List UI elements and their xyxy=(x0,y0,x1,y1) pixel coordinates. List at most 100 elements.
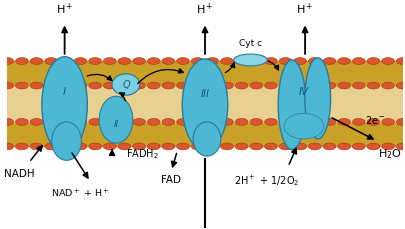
Circle shape xyxy=(366,58,379,64)
Circle shape xyxy=(74,58,87,64)
Circle shape xyxy=(1,82,13,89)
Circle shape xyxy=(279,58,291,64)
Circle shape xyxy=(191,143,203,150)
Circle shape xyxy=(308,82,320,89)
Circle shape xyxy=(308,58,320,64)
Circle shape xyxy=(15,82,28,89)
Circle shape xyxy=(205,58,218,64)
Circle shape xyxy=(337,118,350,125)
Ellipse shape xyxy=(277,60,305,150)
Circle shape xyxy=(89,58,101,64)
Text: Cyt c: Cyt c xyxy=(238,38,261,48)
Text: I: I xyxy=(63,87,66,97)
Circle shape xyxy=(381,58,394,64)
Text: IV: IV xyxy=(298,87,308,97)
Text: 2H$^+$ + 1/2O$_2$: 2H$^+$ + 1/2O$_2$ xyxy=(233,173,298,188)
Circle shape xyxy=(89,82,101,89)
Circle shape xyxy=(162,143,174,150)
Circle shape xyxy=(337,143,350,150)
Text: FAD: FAD xyxy=(161,175,181,185)
Text: NADH: NADH xyxy=(4,169,34,179)
Circle shape xyxy=(249,143,262,150)
Circle shape xyxy=(264,58,277,64)
Circle shape xyxy=(366,143,379,150)
Circle shape xyxy=(352,82,364,89)
Circle shape xyxy=(118,118,130,125)
Circle shape xyxy=(293,58,306,64)
Circle shape xyxy=(264,118,277,125)
Circle shape xyxy=(279,82,291,89)
Circle shape xyxy=(132,58,145,64)
Circle shape xyxy=(103,118,116,125)
Circle shape xyxy=(322,58,335,64)
Text: FADH$_2$: FADH$_2$ xyxy=(126,147,158,161)
Circle shape xyxy=(381,82,394,89)
Circle shape xyxy=(235,82,247,89)
Circle shape xyxy=(249,118,262,125)
Circle shape xyxy=(74,118,87,125)
Circle shape xyxy=(205,143,218,150)
Circle shape xyxy=(30,82,43,89)
Circle shape xyxy=(176,58,189,64)
Circle shape xyxy=(235,118,247,125)
Text: II: II xyxy=(113,120,118,128)
Circle shape xyxy=(162,82,174,89)
Ellipse shape xyxy=(233,54,266,66)
Text: NAD$^+$ + H$^+$: NAD$^+$ + H$^+$ xyxy=(51,188,109,200)
Circle shape xyxy=(89,143,101,150)
Circle shape xyxy=(205,118,218,125)
Circle shape xyxy=(308,118,320,125)
Circle shape xyxy=(162,58,174,64)
Circle shape xyxy=(89,118,101,125)
Ellipse shape xyxy=(304,58,330,139)
Circle shape xyxy=(176,82,189,89)
Circle shape xyxy=(293,118,306,125)
Circle shape xyxy=(60,58,72,64)
Text: H$_2$O: H$_2$O xyxy=(377,147,401,161)
Circle shape xyxy=(1,118,13,125)
Bar xyxy=(7,86,402,122)
Circle shape xyxy=(352,58,364,64)
Text: 2e$^-$: 2e$^-$ xyxy=(364,114,385,126)
Circle shape xyxy=(249,82,262,89)
Circle shape xyxy=(191,118,203,125)
Circle shape xyxy=(60,118,72,125)
Circle shape xyxy=(60,82,72,89)
Circle shape xyxy=(1,58,13,64)
Circle shape xyxy=(264,143,277,150)
Circle shape xyxy=(220,58,233,64)
Circle shape xyxy=(191,58,203,64)
Circle shape xyxy=(322,118,335,125)
Circle shape xyxy=(395,58,405,64)
Circle shape xyxy=(352,118,364,125)
Ellipse shape xyxy=(112,74,139,95)
Circle shape xyxy=(147,143,160,150)
Circle shape xyxy=(15,143,28,150)
Circle shape xyxy=(118,82,130,89)
Ellipse shape xyxy=(99,96,132,143)
Circle shape xyxy=(322,143,335,150)
Circle shape xyxy=(132,82,145,89)
Circle shape xyxy=(279,143,291,150)
Circle shape xyxy=(30,143,43,150)
Circle shape xyxy=(147,118,160,125)
Circle shape xyxy=(132,143,145,150)
Circle shape xyxy=(132,118,145,125)
Circle shape xyxy=(249,58,262,64)
Circle shape xyxy=(235,143,247,150)
Circle shape xyxy=(1,143,13,150)
Circle shape xyxy=(45,118,58,125)
Circle shape xyxy=(381,118,394,125)
Circle shape xyxy=(366,118,379,125)
Circle shape xyxy=(191,82,203,89)
Circle shape xyxy=(15,58,28,64)
Circle shape xyxy=(118,143,130,150)
Circle shape xyxy=(220,143,233,150)
Bar xyxy=(7,61,402,86)
Circle shape xyxy=(45,143,58,150)
Circle shape xyxy=(366,82,379,89)
Circle shape xyxy=(293,143,306,150)
Text: III: III xyxy=(200,89,209,99)
Ellipse shape xyxy=(42,57,87,153)
Circle shape xyxy=(30,58,43,64)
